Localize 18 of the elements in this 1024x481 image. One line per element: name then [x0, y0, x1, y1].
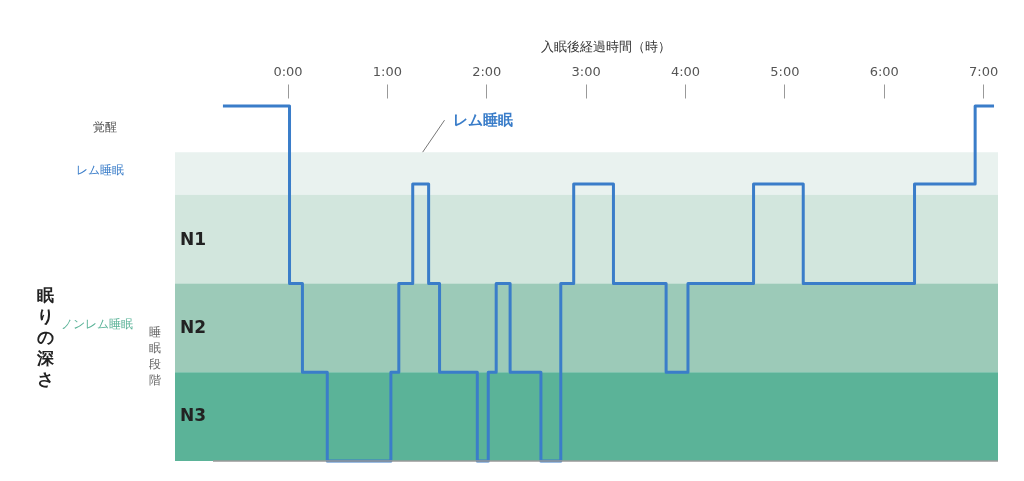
- text: レム睡眠: [76, 163, 124, 177]
- text: N3: [179, 405, 207, 425]
- x-tick-label: 3:00: [571, 63, 601, 79]
- text: 睡眠段階: [149, 325, 161, 387]
- text: N1: [179, 229, 207, 249]
- text: 覚醒: [93, 120, 117, 134]
- text: N2: [179, 317, 207, 337]
- x-axis-title: 入眠後経過時間（時）: [541, 38, 671, 54]
- annotation: レム睡眠: [452, 111, 513, 130]
- x-tick-label: 1:00: [372, 63, 402, 79]
- x-tick-label: 5:00: [770, 63, 800, 79]
- x-tick-label: 2:00: [472, 63, 502, 79]
- x-tick-label: 7:00: [968, 63, 999, 79]
- text: ノンレム睡眠: [61, 317, 133, 331]
- x-tick-label: 6:00: [869, 63, 899, 79]
- x-tick-label: 0:00: [273, 63, 303, 79]
- text: 眠りの深さ: [35, 285, 55, 389]
- x-tick-label: 4:00: [670, 63, 701, 79]
